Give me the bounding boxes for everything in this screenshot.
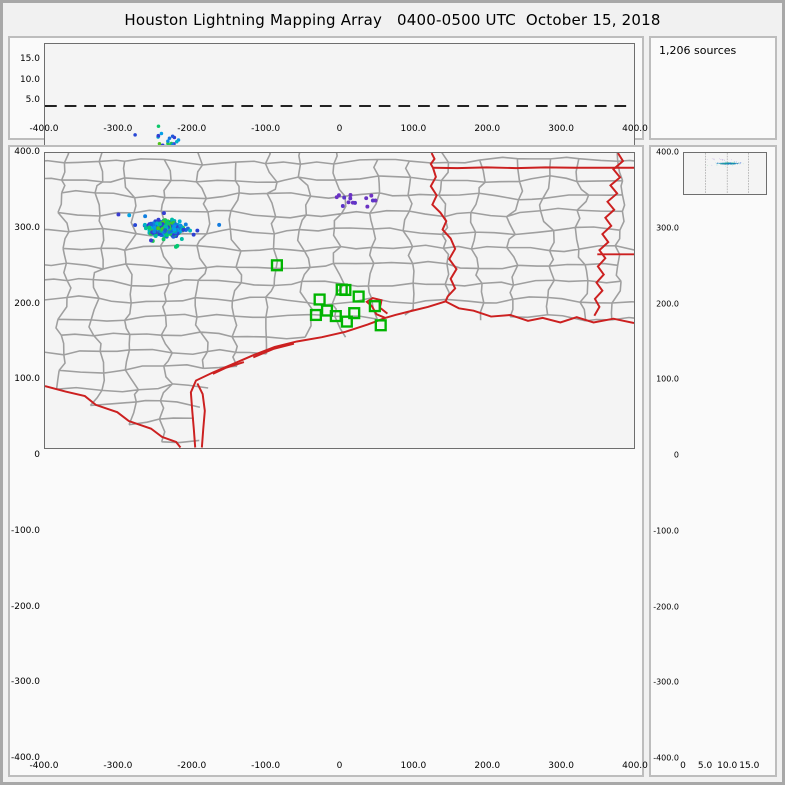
tick-label: -300.0 bbox=[103, 124, 133, 134]
tick-label: 400.0 bbox=[622, 761, 648, 771]
tick-label: 100.0 bbox=[14, 374, 40, 385]
tick-label: -300.0 bbox=[103, 761, 133, 771]
tick-label: 100.0 bbox=[400, 761, 427, 771]
tick-label: 0 bbox=[336, 124, 343, 134]
lma-station-marker bbox=[339, 283, 352, 297]
lma-station-marker bbox=[340, 315, 353, 328]
aransas-lagoon bbox=[212, 361, 245, 375]
plan-view-panel: 400.0 300.0 200.0 100.0 0 -100.0 -200.0 -300.0-… bbox=[8, 145, 648, 777]
tick-label: 200.0 bbox=[14, 298, 40, 309]
county-lines bbox=[45, 152, 634, 444]
tick-label: 5.0 bbox=[25, 95, 40, 106]
laguna-madre-barrier bbox=[196, 383, 206, 448]
tick-label: 0 bbox=[673, 450, 679, 460]
matagorda-bay bbox=[252, 342, 295, 359]
tick-label: 100.0 bbox=[400, 124, 427, 134]
lma-station-marker bbox=[329, 309, 342, 323]
gulf-coastline bbox=[189, 300, 634, 448]
tick-label: -200.0 bbox=[10, 601, 40, 612]
tick-label: 10.0 bbox=[19, 74, 40, 85]
tick-label: 0 bbox=[336, 761, 343, 771]
tick-label: -300.0 bbox=[653, 677, 679, 687]
tick-label: 300.0 bbox=[548, 761, 575, 771]
source-count-label: 1,206 sources bbox=[659, 44, 737, 57]
lma-station-marker bbox=[352, 290, 365, 303]
altitude-axis-labels-bottom: 0 5.0 10.0 15.0 bbox=[680, 761, 767, 773]
tick-label: 300.0 bbox=[656, 223, 679, 233]
lma-station-marker bbox=[368, 300, 381, 313]
tick-label: 300.0 bbox=[548, 124, 575, 134]
ew-axis-labels-top: -400.0 -300.0 -200.0 -100.0 0 100.0 200.0 300.0… bbox=[29, 124, 647, 136]
tick-label: 400.0 bbox=[622, 124, 648, 134]
tick-label: 15.0 bbox=[19, 54, 40, 65]
tick-label: 5.0 bbox=[697, 761, 713, 771]
altitude-vs-ns-plot[interactable] bbox=[683, 152, 767, 195]
tick-label: 400.0 bbox=[14, 147, 40, 157]
tick-label: -100.0 bbox=[251, 761, 281, 771]
tick-label: -100.0 bbox=[10, 525, 40, 536]
tick-label: -400.0 bbox=[29, 761, 59, 771]
altitude-vs-ns-panel: 400.0 300.0 200.0 100.0 0 -100.0 -200.0 -300.0 -… bbox=[649, 145, 777, 777]
altitude-vs-ew-panel: 15.0 10.0 5.0 -400.0 -300.0 -200.0 -100.0 0 100… bbox=[8, 36, 648, 340]
altitude-axis-labels: 15.0 10.0 5.0 bbox=[10, 43, 42, 121]
ew-axis-labels-bottom: -400.0 -300.0 -200.0 -100.0 0 100.0 200.0 300.0… bbox=[29, 761, 647, 773]
tick-label: 15.0 bbox=[739, 761, 760, 771]
tick-label: -400.0 bbox=[10, 753, 40, 763]
tx-la-sabine-river bbox=[429, 167, 458, 302]
tick-label: -100.0 bbox=[653, 526, 679, 536]
tick-label: 0 bbox=[34, 450, 40, 460]
tick-label: -200.0 bbox=[177, 124, 207, 134]
page-title: Houston Lightning Mapping Array 0400-050… bbox=[124, 11, 661, 29]
tick-label: 400.0 bbox=[656, 147, 679, 157]
tick-label: -400.0 bbox=[653, 753, 679, 763]
tx-ok-ar-state-line bbox=[429, 152, 436, 169]
tick-label: 200.0 bbox=[474, 124, 501, 134]
tick-label: -200.0 bbox=[177, 761, 207, 771]
plan-view-map-plot[interactable] bbox=[44, 152, 635, 449]
lma-station-marker bbox=[374, 319, 387, 332]
tick-label: 100.0 bbox=[656, 374, 679, 384]
tick-label: 200.0 bbox=[474, 761, 501, 771]
ns-axis-labels: 400.0 300.0 200.0 100.0 0 -100.0 -200.0 -300.0 -… bbox=[10, 147, 42, 763]
tick-label: 300.0 bbox=[14, 222, 40, 233]
tick-label: -400.0 bbox=[29, 124, 59, 134]
lma-station-marker bbox=[313, 293, 326, 306]
tick-label: 0 bbox=[680, 761, 686, 771]
tick-label: 200.0 bbox=[656, 299, 679, 308]
tick-label: -100.0 bbox=[251, 124, 281, 134]
tick-label: -300.0 bbox=[10, 677, 40, 688]
lma-station-marker bbox=[348, 307, 361, 320]
rio-grande-border bbox=[45, 385, 182, 448]
lma-station-marker bbox=[309, 308, 323, 322]
tick-label: -200.0 bbox=[653, 602, 679, 611]
ns-axis-labels-right: 400.0 300.0 200.0 100.0 0 -100.0 -200.0 -300.0 -… bbox=[651, 148, 681, 763]
plot-grid: 15.0 10.0 5.0 -400.0 -300.0 -200.0 -100.0 0 100… bbox=[8, 36, 777, 777]
ar-la-33n-line bbox=[432, 166, 634, 170]
lma-station-marker bbox=[270, 259, 284, 272]
tick-label: 10.0 bbox=[717, 761, 738, 771]
stats-panel: 1,206 sources bbox=[649, 36, 777, 140]
la-river-meander bbox=[593, 152, 625, 317]
